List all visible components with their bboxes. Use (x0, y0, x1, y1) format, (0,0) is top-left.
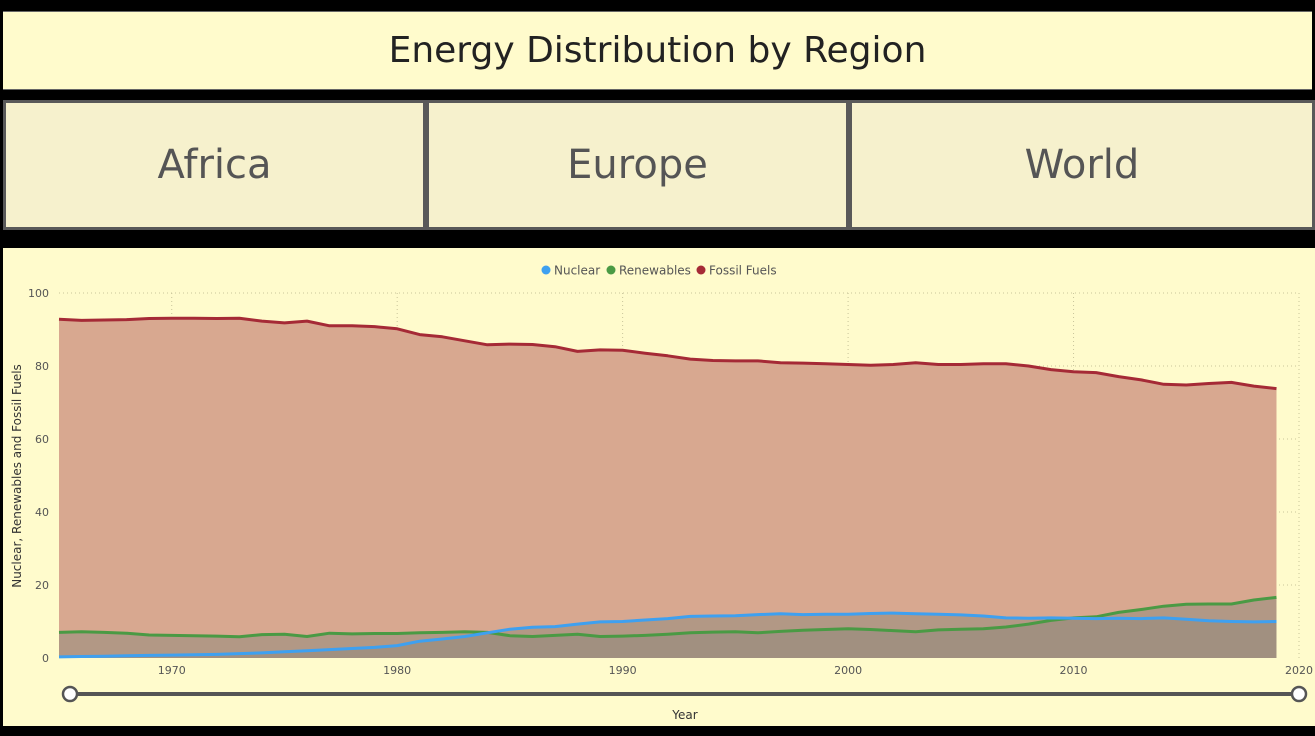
legend-label-nuclear[interactable]: Nuclear (554, 264, 600, 278)
tab-africa[interactable]: Africa (3, 100, 426, 230)
x-axis-label: Year (671, 708, 697, 722)
region-tabs: Africa Europe World (3, 100, 1315, 234)
header-bar: Energy Distribution by Region (3, 11, 1312, 90)
x-tick-label: 1980 (383, 664, 411, 677)
legend-marker-renewables (606, 265, 616, 275)
energy-area-chart: 0 20 40 60 80 100 1970 1980 1990 2000 2010 2020 Nu… (10, 264, 1313, 723)
series-lines (58, 316, 1277, 659)
x-tick-label: 2000 (834, 664, 862, 677)
series-areas (59, 318, 1277, 658)
y-tick-label: 80 (35, 360, 49, 373)
series-line-nuclear (58, 611, 1277, 659)
y-tick-label: 100 (28, 287, 49, 300)
x-tick-label: 2010 (1060, 664, 1088, 677)
range-slider-start-handle[interactable] (61, 685, 79, 703)
series-line-fossil-fuels (58, 316, 1277, 391)
legend-marker-nuclear (541, 265, 551, 275)
x-tick-label: 1970 (158, 664, 186, 677)
x-axis-ticks: 1970 1980 1990 2000 2010 2020 (158, 664, 1313, 677)
area-fossil-fuels (59, 318, 1277, 658)
x-tick-label: 1990 (609, 664, 637, 677)
y-tick-label: 0 (42, 652, 49, 665)
page-title: Energy Distribution by Region (388, 30, 927, 71)
y-tick-label: 20 (35, 579, 49, 592)
tab-world[interactable]: World (849, 100, 1315, 230)
legend-label-renewables[interactable]: Renewables (619, 264, 691, 278)
y-axis-ticks: 0 20 40 60 80 100 (28, 287, 49, 665)
range-slider-end-handle[interactable] (1290, 685, 1308, 703)
legend-marker-fossil (696, 265, 706, 275)
chart-panel: 0 20 40 60 80 100 1970 1980 1990 2000 2010 2020 Nu… (3, 248, 1315, 726)
y-tick-label: 40 (35, 506, 49, 519)
legend: Nuclear Renewables Fossil Fuels (541, 264, 777, 278)
x-tick-label: 2020 (1285, 664, 1313, 677)
legend-label-fossil[interactable]: Fossil Fuels (709, 264, 777, 278)
y-axis-label: Nuclear, Renewables and Fossil Fuels (10, 364, 24, 588)
y-tick-label: 60 (35, 433, 49, 446)
tab-europe[interactable]: Europe (426, 100, 849, 230)
range-slider[interactable] (61, 685, 1308, 703)
